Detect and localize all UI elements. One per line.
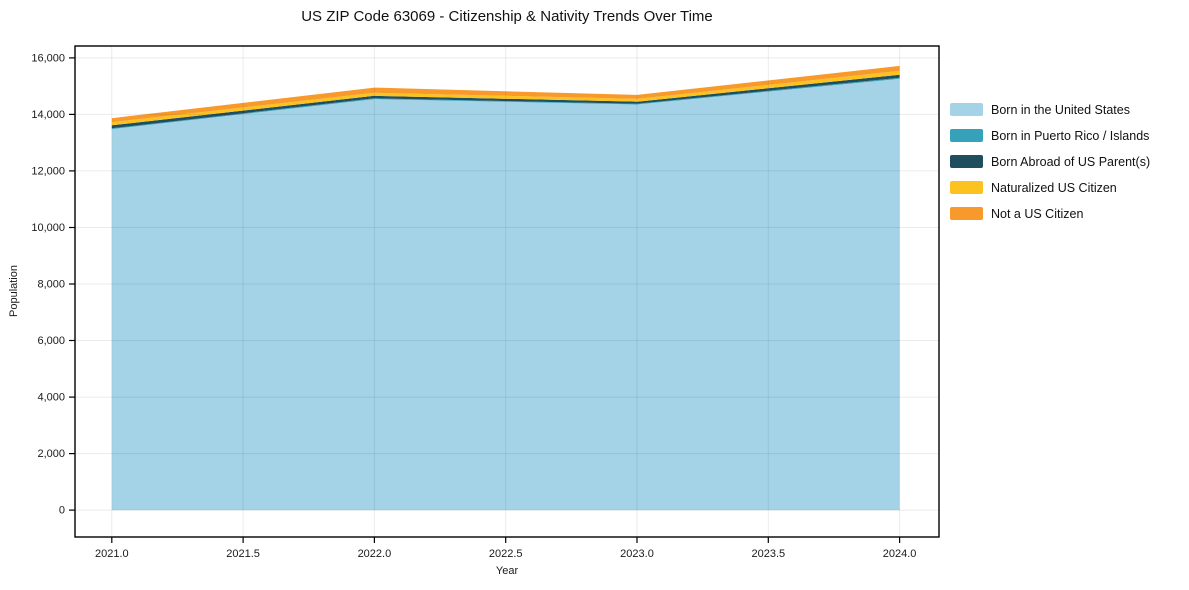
svg-text:14,000: 14,000	[31, 109, 65, 121]
y-axis-label: Population	[8, 265, 20, 317]
legend-item: Born in the United States	[950, 102, 1150, 117]
legend-swatch-icon	[950, 103, 983, 116]
legend-label: Naturalized US Citizen	[991, 180, 1117, 195]
svg-text:2021.5: 2021.5	[226, 548, 260, 560]
x-axis-label: Year	[495, 565, 519, 577]
legend: Born in the United States Born in Puerto…	[950, 102, 1151, 221]
legend-swatch-icon	[950, 181, 983, 194]
svg-text:16,000: 16,000	[31, 52, 65, 64]
svg-text:2021.0: 2021.0	[95, 548, 129, 560]
svg-text:2022.0: 2022.0	[358, 548, 392, 560]
svg-text:4,000: 4,000	[37, 392, 65, 404]
legend-item: Born in Puerto Rico / Islands	[950, 128, 1150, 143]
legend-label: Born in the United States	[991, 102, 1130, 117]
legend-swatch-icon	[950, 129, 983, 142]
svg-text:10,000: 10,000	[31, 222, 65, 234]
svg-text:2022.5: 2022.5	[489, 548, 523, 560]
svg-text:12,000: 12,000	[31, 165, 65, 177]
svg-text:2023.0: 2023.0	[620, 548, 654, 560]
legend-item: Naturalized US Citizen	[950, 180, 1150, 195]
svg-text:6,000: 6,000	[37, 335, 65, 347]
svg-text:8,000: 8,000	[37, 279, 65, 291]
chart-title: US ZIP Code 63069 - Citizenship & Nativi…	[301, 8, 713, 25]
legend-item: Born Abroad of US Parent(s)	[950, 154, 1151, 169]
legend-item: Not a US Citizen	[950, 206, 1150, 221]
legend-swatch-icon	[950, 207, 983, 220]
svg-text:2,000: 2,000	[37, 448, 65, 460]
legend-label: Not a US Citizen	[991, 206, 1084, 221]
svg-text:2024.0: 2024.0	[883, 548, 917, 560]
svg-text:0: 0	[59, 505, 65, 517]
legend-label: Born in Puerto Rico / Islands	[991, 128, 1150, 143]
legend-swatch-icon	[950, 155, 983, 168]
legend-label: Born Abroad of US Parent(s)	[991, 154, 1151, 169]
svg-text:2023.5: 2023.5	[751, 548, 785, 560]
